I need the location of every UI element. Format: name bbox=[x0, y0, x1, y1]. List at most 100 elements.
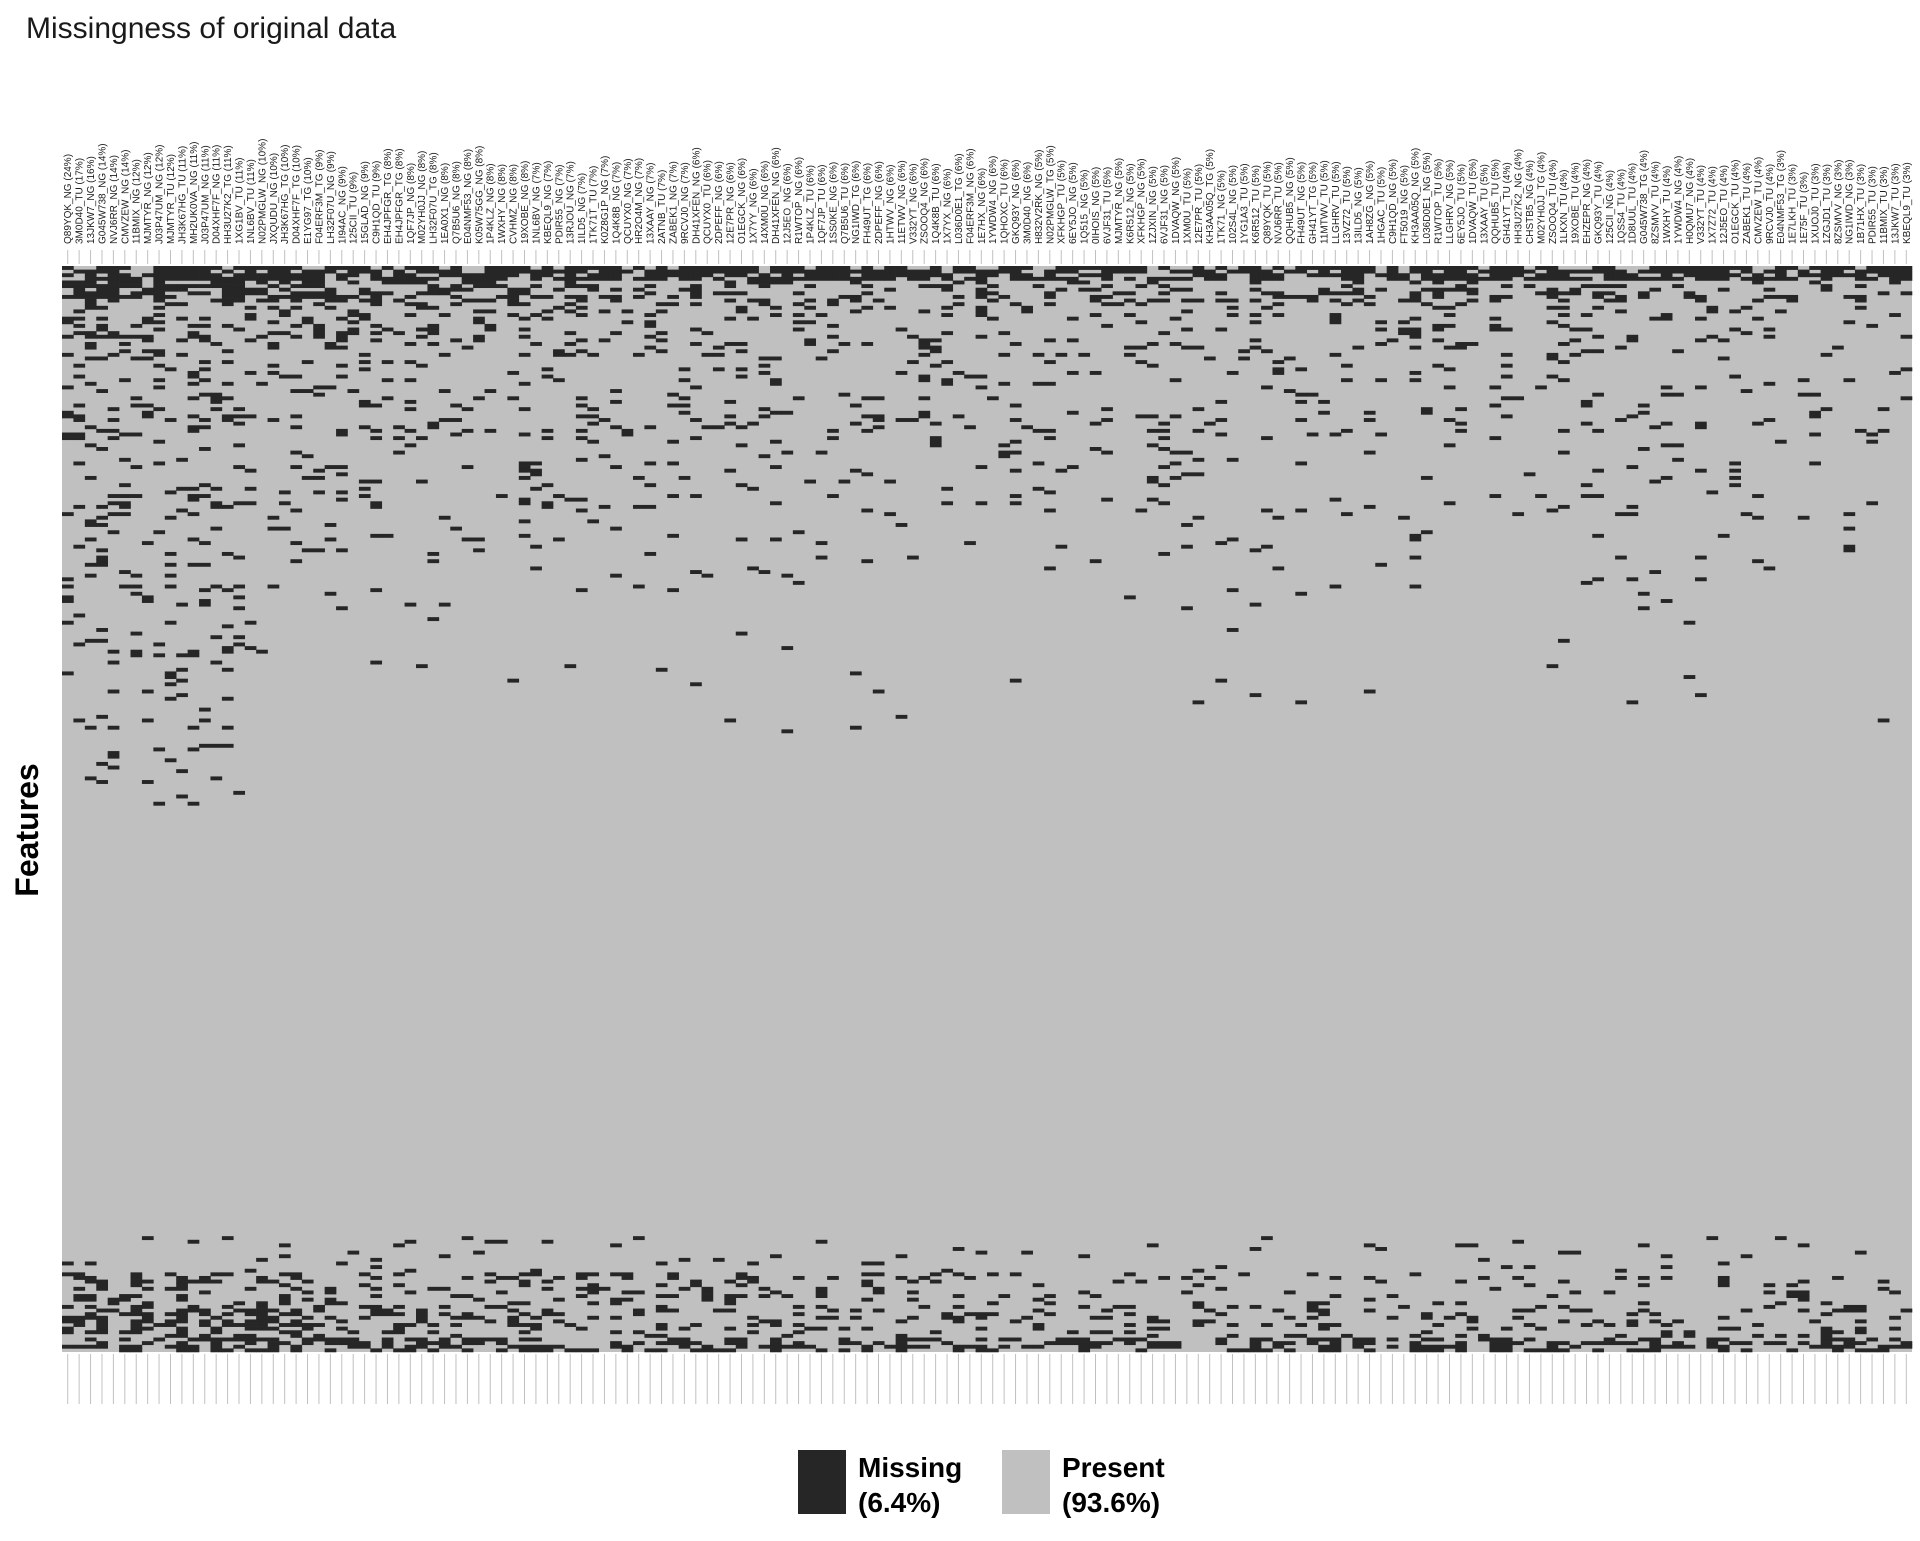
missing-cell bbox=[244, 276, 257, 281]
missing-cell bbox=[1603, 1337, 1616, 1342]
missing-cell bbox=[393, 1243, 405, 1248]
missing-cell bbox=[575, 284, 588, 289]
missing-cell bbox=[96, 628, 108, 632]
column-label: 102S4L_NG (5%) bbox=[1228, 165, 1239, 244]
missing-cell bbox=[792, 327, 805, 332]
missing-cell bbox=[267, 1319, 280, 1324]
missing-cell bbox=[632, 287, 645, 292]
missing-cell bbox=[1032, 1308, 1045, 1313]
missing-cell bbox=[416, 280, 428, 285]
missing-cell bbox=[1318, 1308, 1330, 1313]
missing-cell bbox=[804, 298, 816, 303]
missing-cell bbox=[1158, 447, 1171, 451]
missing-cell bbox=[416, 327, 428, 332]
missing-cell bbox=[1169, 1344, 1182, 1349]
missing-cell bbox=[84, 537, 97, 542]
missing-cell bbox=[404, 273, 417, 278]
missing-cell bbox=[1363, 689, 1376, 694]
missing-cell bbox=[861, 276, 874, 281]
missing-cell bbox=[199, 284, 211, 289]
missing-cell bbox=[1352, 273, 1365, 278]
missing-cell bbox=[553, 378, 565, 383]
missing-cell bbox=[1843, 320, 1856, 325]
missing-cell bbox=[1854, 1250, 1867, 1255]
missing-cell bbox=[1843, 378, 1856, 383]
column-label: CVHMZ_NG (8%) bbox=[509, 164, 520, 244]
missing-cell bbox=[1146, 1326, 1159, 1331]
missing-cell bbox=[130, 1304, 143, 1309]
missing-cell bbox=[1786, 1294, 1799, 1298]
missing-cell bbox=[1409, 1348, 1422, 1353]
missing-cell bbox=[301, 316, 314, 321]
missing-cell bbox=[895, 1319, 908, 1324]
missing-cell bbox=[701, 1297, 714, 1302]
missing-cell bbox=[1695, 693, 1707, 698]
missing-cell bbox=[884, 266, 896, 270]
missing-cell bbox=[861, 284, 874, 289]
missing-cell bbox=[73, 1344, 86, 1349]
missing-cell bbox=[1078, 287, 1091, 292]
missing-cell bbox=[1797, 1279, 1810, 1284]
missing-cell bbox=[838, 1337, 851, 1342]
missing-cell bbox=[461, 280, 474, 285]
missing-cell bbox=[1557, 276, 1570, 281]
missing-cell bbox=[838, 276, 851, 281]
missing-cell bbox=[1398, 327, 1410, 332]
missing-cell bbox=[690, 570, 702, 574]
column-label: NG1IWD_TG (6%) bbox=[851, 161, 862, 244]
missing-cell bbox=[1752, 1333, 1764, 1338]
missing-cell bbox=[427, 1341, 440, 1346]
missing-cell bbox=[1375, 378, 1387, 383]
missing-cell bbox=[233, 584, 246, 589]
missing-cell bbox=[1066, 276, 1079, 281]
missing-cell bbox=[895, 1333, 908, 1338]
missing-cell bbox=[781, 729, 794, 734]
missing-cell bbox=[1352, 298, 1365, 303]
missing-cell bbox=[73, 374, 86, 379]
missing-cell bbox=[564, 294, 577, 299]
missing-cell bbox=[1089, 266, 1102, 270]
missing-cell bbox=[792, 291, 805, 296]
missing-cell bbox=[1660, 276, 1673, 281]
missing-cell bbox=[267, 294, 280, 299]
missing-cell bbox=[1249, 313, 1262, 317]
missing-cell bbox=[1215, 1286, 1228, 1291]
missing-cell bbox=[199, 367, 211, 372]
missing-cell bbox=[1432, 363, 1445, 368]
missing-cell bbox=[473, 1341, 485, 1346]
missing-cell bbox=[1124, 1323, 1136, 1327]
missing-cell bbox=[1523, 1283, 1536, 1288]
missing-cell bbox=[1409, 555, 1422, 560]
missing-cell bbox=[541, 428, 554, 433]
missing-cell bbox=[792, 396, 805, 401]
missing-cell bbox=[770, 305, 782, 310]
missing-cell bbox=[655, 1261, 668, 1266]
missing-cell bbox=[1820, 1326, 1833, 1331]
missing-cell bbox=[804, 273, 816, 278]
missing-cell bbox=[712, 367, 725, 372]
missing-cell bbox=[336, 334, 348, 339]
missing-cell bbox=[1660, 313, 1673, 317]
missing-cell bbox=[1215, 1265, 1228, 1270]
missing-cell bbox=[278, 1330, 291, 1335]
missing-cell bbox=[564, 497, 577, 502]
missing-cell bbox=[1226, 313, 1239, 317]
missing-cell bbox=[370, 291, 383, 296]
missing-cell bbox=[1089, 447, 1102, 451]
missing-cell bbox=[119, 1337, 131, 1342]
missing-cell bbox=[1261, 544, 1273, 549]
missing-cell bbox=[1603, 276, 1616, 281]
missing-cell bbox=[1238, 356, 1250, 361]
missing-cell bbox=[141, 349, 154, 354]
missing-cell bbox=[358, 1272, 371, 1277]
column-label: 9RCVJ0_TU (4%) bbox=[1765, 164, 1776, 244]
missing-cell bbox=[404, 266, 417, 270]
missing-cell bbox=[952, 1272, 965, 1277]
missing-cell bbox=[62, 432, 74, 437]
missing-cell bbox=[541, 504, 554, 509]
missing-cell bbox=[1192, 1283, 1205, 1288]
missing-cell bbox=[290, 298, 303, 303]
missing-cell bbox=[301, 280, 314, 285]
missing-cell bbox=[233, 287, 246, 292]
